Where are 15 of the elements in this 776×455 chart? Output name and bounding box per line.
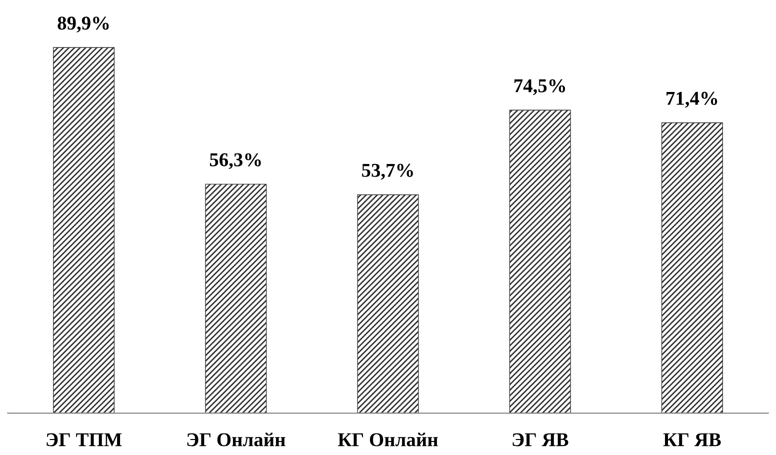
bar xyxy=(509,110,571,414)
data-label: 74,5% xyxy=(514,79,566,96)
bar xyxy=(53,47,115,414)
data-label: 53,7% xyxy=(362,164,413,180)
bar xyxy=(205,184,267,414)
x-tick-label: ЭГ ЯВ xyxy=(512,433,568,446)
data-label: 71,4% xyxy=(666,92,718,108)
x-tick-label: КГ ЯВ xyxy=(663,433,721,446)
bar xyxy=(357,194,419,414)
data-label: 89,9% xyxy=(58,16,109,33)
data-label: 56,3% xyxy=(210,153,261,170)
x-tick-label: КГ Онлайн xyxy=(338,432,438,446)
x-tick-label: ЭГ Онлайн xyxy=(187,432,286,446)
bar xyxy=(661,122,723,414)
x-tick-label: ЭГ ТПМ xyxy=(46,433,122,446)
